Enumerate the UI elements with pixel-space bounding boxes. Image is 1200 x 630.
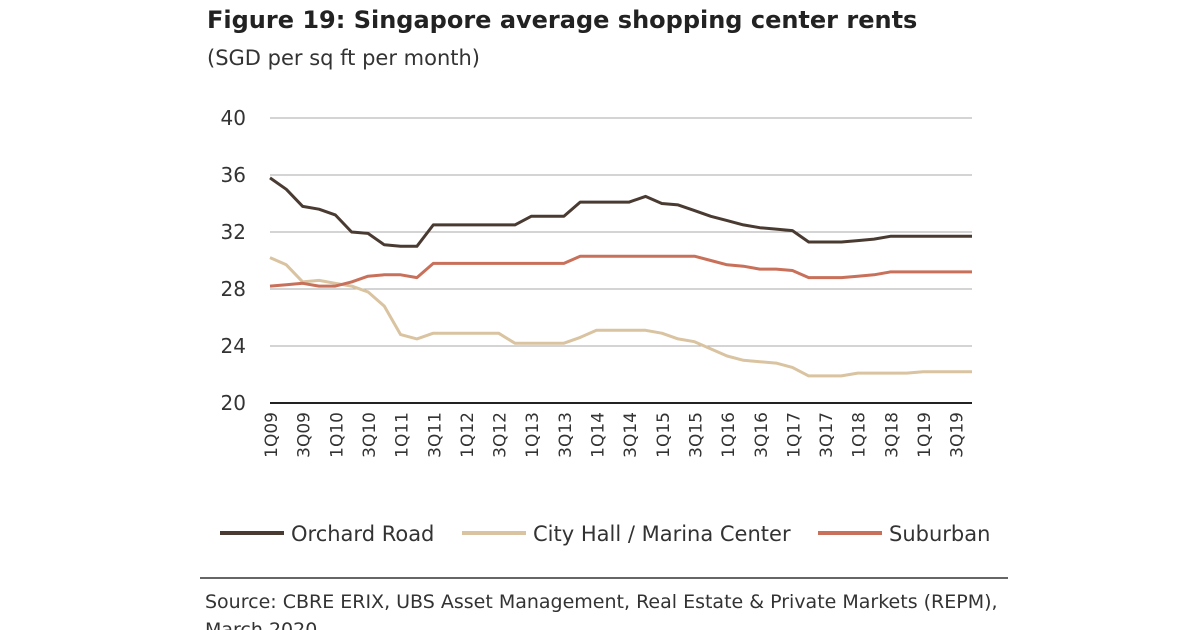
x-tick-label: 1Q10: [327, 412, 347, 458]
x-tick-label: 3Q13: [556, 412, 576, 458]
x-tick-label: 3Q09: [295, 412, 315, 458]
x-tick-label: 3Q19: [948, 412, 968, 458]
source-note: Source: CBRE ERIX, UBS Asset Management,…: [205, 591, 998, 630]
x-tick-label: 1Q14: [589, 412, 609, 458]
x-tick-label: 3Q15: [686, 412, 706, 458]
x-tick-label: 1Q19: [915, 412, 935, 458]
y-tick-label: 28: [221, 277, 246, 301]
x-tick-label: 1Q12: [458, 412, 478, 458]
x-tick-label: 3Q10: [360, 412, 380, 458]
series-line: [269, 176, 972, 248]
x-tick-label: 1Q17: [784, 412, 804, 458]
series-line: [269, 256, 972, 378]
series-line: [269, 254, 972, 288]
x-tick-label: 3Q16: [752, 412, 772, 458]
x-tick-label: 1Q11: [393, 412, 413, 458]
y-tick-label: 32: [221, 220, 246, 244]
x-tick-label: 1Q15: [654, 412, 674, 458]
y-tick-label: 36: [221, 163, 246, 187]
x-tick-label: 1Q18: [850, 412, 870, 458]
chart-subtitle: (SGD per sq ft per month): [207, 46, 480, 70]
chart-title: Figure 19: Singapore average shopping ce…: [207, 6, 918, 34]
x-tick-label: 3Q18: [882, 412, 902, 458]
y-tick-label: 40: [221, 106, 246, 130]
x-tick-label: 1Q16: [719, 412, 739, 458]
legend-label: Orchard Road: [291, 522, 434, 546]
legend-label: City Hall / Marina Center: [533, 522, 791, 546]
x-tick-label: 3Q14: [621, 412, 641, 458]
x-tick-label: 1Q09: [262, 412, 282, 458]
x-tick-label: 3Q12: [491, 412, 511, 458]
x-tick-label: 3Q17: [817, 412, 837, 458]
y-tick-label: 24: [221, 334, 246, 358]
x-tick-label: 1Q13: [523, 412, 543, 458]
y-tick-label: 20: [221, 391, 246, 415]
x-tick-label: 3Q11: [425, 412, 445, 458]
legend-label: Suburban: [889, 522, 990, 546]
